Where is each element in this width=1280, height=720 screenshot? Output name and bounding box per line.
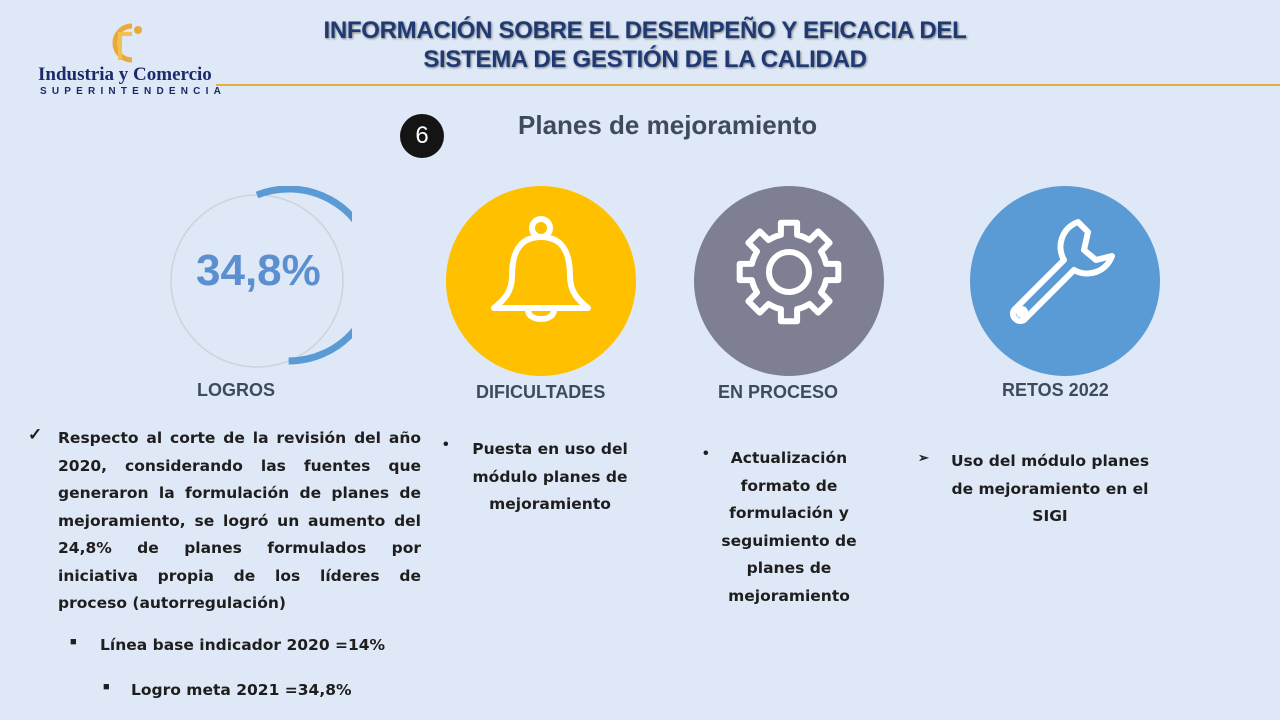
arrow-bullet-icon: ➢ bbox=[918, 450, 929, 465]
logros-subitem-2: ■ Logro meta 2021 =34,8% bbox=[103, 677, 352, 705]
dificultades-label: DIFICULTADES bbox=[476, 382, 606, 402]
sic-logo: Industria y Comercio SUPERINTENDENCIA bbox=[36, 20, 221, 100]
logo-mark-icon bbox=[112, 23, 142, 63]
dificultades-item: • Puesta en uso del módulo planes de mej… bbox=[440, 436, 640, 519]
progress-value: 34,8% bbox=[196, 246, 321, 295]
logros-label: LOGROS bbox=[197, 380, 276, 400]
section-title: Planes de mejoramiento bbox=[518, 110, 818, 140]
gear-icon bbox=[736, 219, 842, 325]
logros-text: Respecto al corte de la revisión del año… bbox=[58, 429, 421, 612]
section-number-badge: 6 bbox=[400, 114, 444, 158]
checkmark-icon: ✓ bbox=[28, 425, 43, 444]
retos-label: RETOS 2022 bbox=[1002, 380, 1109, 400]
progress-arc bbox=[255, 186, 352, 365]
en-proceso-text: Actualización formato de formulación y s… bbox=[721, 449, 857, 605]
logo-subtitle: SUPERINTENDENCIA bbox=[40, 86, 226, 97]
logros-subitem-1: ■ Línea base indicador 2020 =14% bbox=[70, 632, 385, 660]
title-line-2: SISTEMA DE GESTIÓN DE LA CALIDAD bbox=[423, 46, 867, 73]
retos-circle bbox=[970, 186, 1160, 376]
logros-subitem-2-text: Logro meta 2021 =34,8% bbox=[131, 681, 352, 699]
retos-text: Uso del módulo planes de mejoramiento en… bbox=[950, 452, 1150, 525]
dificultades-text: Puesta en uso del módulo planes de mejor… bbox=[472, 440, 628, 513]
bullet-icon: • bbox=[703, 445, 709, 462]
bell-icon bbox=[491, 216, 591, 322]
logo-name: Industria y Comercio bbox=[38, 64, 212, 85]
en-proceso-item: • Actualización formato de formulación y… bbox=[700, 445, 880, 610]
en-proceso-circle bbox=[694, 186, 884, 376]
header-divider bbox=[216, 84, 1280, 86]
wrench-icon bbox=[1010, 219, 1115, 324]
page-title: INFORMACIÓN SOBRE EL DESEMPEÑO Y EFICACI… bbox=[230, 16, 1060, 74]
retos-item: ➢ Uso del módulo planes de mejoramiento … bbox=[918, 448, 1158, 531]
title-line-1: INFORMACIÓN SOBRE EL DESEMPEÑO Y EFICACI… bbox=[323, 17, 967, 44]
square-bullet-icon: ■ bbox=[70, 636, 77, 648]
logros-subitem-1-text: Línea base indicador 2020 =14% bbox=[100, 636, 386, 654]
square-bullet-icon: ■ bbox=[103, 681, 110, 693]
progress-ring bbox=[162, 186, 352, 376]
bullet-icon: • bbox=[443, 436, 449, 453]
logros-item: ✓ Respecto al corte de la revisión del a… bbox=[28, 425, 428, 618]
en-proceso-label: EN PROCESO bbox=[718, 382, 839, 402]
dificultades-circle bbox=[446, 186, 636, 376]
